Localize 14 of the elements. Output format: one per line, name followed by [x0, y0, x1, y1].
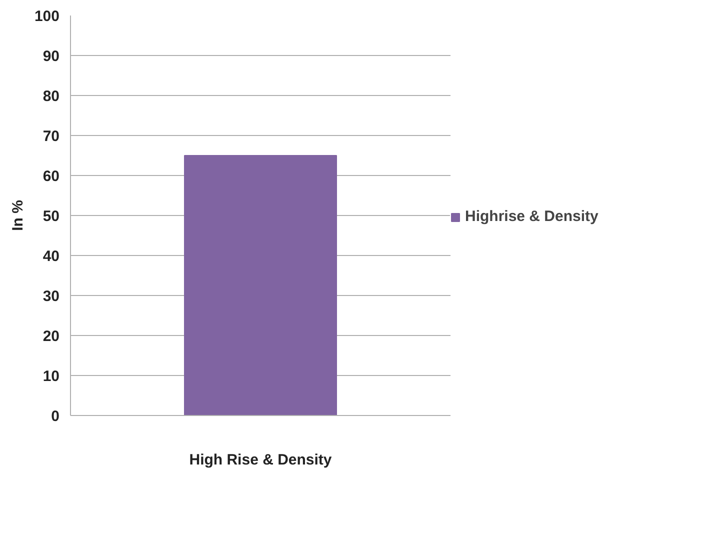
- y-tick-label: 80: [42, 88, 60, 105]
- y-tick-label: 30: [42, 288, 60, 305]
- y-tick-label: 0: [51, 408, 60, 425]
- legend-label: Highrise & Density: [465, 208, 598, 225]
- y-tick-label: 90: [42, 48, 60, 65]
- y-tick-label: 20: [42, 328, 60, 345]
- y-tick-label: 10: [42, 368, 60, 385]
- y-tick-label: 70: [42, 128, 60, 145]
- x-axis-title: High Rise & Density: [189, 452, 332, 468]
- y-tick-label: 50: [42, 208, 60, 225]
- y-tick-label: 40: [42, 248, 60, 265]
- y-tick-label: 100: [34, 8, 60, 25]
- y-axis-title: In %: [9, 200, 26, 231]
- y-tick-label: 60: [42, 168, 60, 185]
